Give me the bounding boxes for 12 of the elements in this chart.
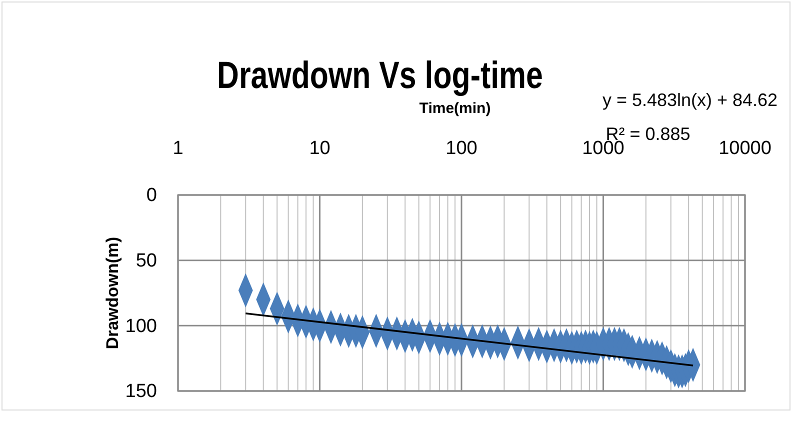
chart-title: Drawdown Vs log-time xyxy=(217,54,543,97)
y-tick-label: 150 xyxy=(125,381,157,402)
x-tick-label: 10000 xyxy=(718,138,772,159)
y-tick-label: 100 xyxy=(125,316,157,337)
x-tick-label: 100 xyxy=(446,138,478,159)
x-axis-title: Time(min) xyxy=(419,100,491,117)
x-tick-label: 10 xyxy=(309,138,330,159)
x-tick-label: 1 xyxy=(172,138,184,159)
y-axis-title: Drawdown(m) xyxy=(103,236,122,350)
y-tick-label: 50 xyxy=(136,250,157,272)
text: y = 5.483ln(x) + 84.62 xyxy=(602,90,778,110)
y-tick-label: 0 xyxy=(146,185,157,206)
